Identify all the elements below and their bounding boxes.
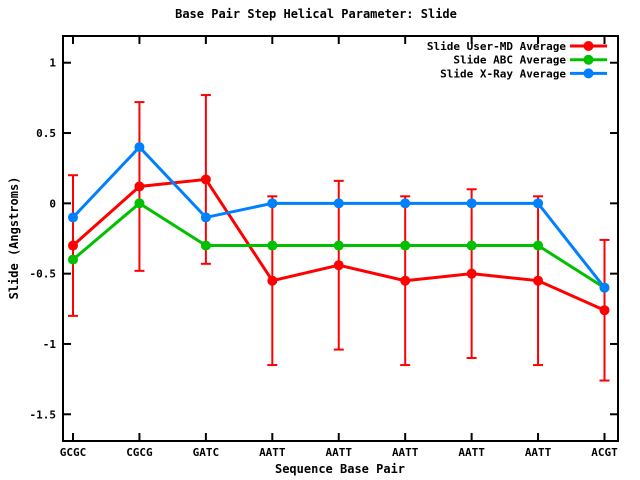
x-tick-label: AATT	[326, 446, 353, 459]
series-2	[68, 142, 610, 293]
data-point	[267, 198, 278, 209]
y-tick-label: 0	[49, 197, 56, 210]
data-point	[400, 198, 411, 209]
y-tick-label: 0.5	[36, 127, 56, 140]
error-bars	[68, 94, 610, 382]
data-point	[134, 181, 145, 192]
y-axis-label: Slide (Angstroms)	[7, 177, 21, 300]
x-tick-label: GATC	[193, 446, 220, 459]
data-point	[466, 198, 477, 209]
series-0	[68, 174, 610, 316]
data-point	[533, 240, 544, 251]
data-point	[333, 240, 344, 251]
y-tick-label: -0.5	[30, 268, 57, 281]
data-point	[599, 282, 610, 293]
data-point	[267, 275, 278, 286]
legend-entry: Slide ABC Average	[453, 54, 607, 67]
x-tick-label: ACGT	[591, 446, 618, 459]
legend-label: Slide User-MD Average	[427, 40, 566, 53]
data-point	[134, 198, 145, 209]
legend-label: Slide X-Ray Average	[440, 67, 566, 80]
x-axis-label: Sequence Base Pair	[275, 462, 405, 476]
legend-marker	[583, 54, 594, 65]
chart-title: Base Pair Step Helical Parameter: Slide	[175, 7, 457, 21]
data-point	[333, 198, 344, 209]
data-point	[68, 212, 78, 223]
data-point	[267, 240, 278, 251]
data-point	[533, 198, 544, 209]
data-point	[68, 240, 78, 251]
data-point	[68, 254, 78, 265]
plot-border	[62, 35, 619, 442]
x-tick-label: AATT	[458, 446, 485, 459]
data-point	[200, 240, 211, 251]
legend-entry: Slide X-Ray Average	[440, 67, 607, 80]
data-point	[533, 275, 544, 286]
data-point	[466, 240, 477, 251]
legend-marker	[583, 68, 594, 79]
plot-area: GCGC CGCG GATC AATT AATT AATT AATT AATT ACGT 1 0.5…	[30, 35, 619, 459]
data-point	[599, 305, 610, 316]
y-axis: 1 0.5 0 -0.5 -1 -1.5	[30, 57, 617, 421]
x-tick-label: CGCG	[126, 446, 153, 459]
legend-entry: Slide User-MD Average	[427, 40, 607, 53]
data-point	[200, 212, 211, 223]
x-tick-label: GCGC	[60, 446, 87, 459]
legend-label: Slide ABC Average	[453, 54, 566, 67]
data-point	[400, 240, 411, 251]
y-tick-label: -1	[43, 338, 57, 351]
x-tick-label: AATT	[525, 446, 552, 459]
y-tick-label: 1	[49, 57, 56, 70]
x-axis: GCGC CGCG GATC AATT AATT AATT AATT AATT ACGT	[60, 37, 618, 459]
data-point	[466, 268, 477, 279]
data-point	[200, 174, 211, 185]
legend-marker	[583, 41, 594, 51]
x-tick-label: AATT	[259, 446, 286, 459]
data-point	[333, 260, 344, 271]
data-point	[134, 142, 145, 153]
data-point	[400, 275, 411, 286]
x-tick-label: AATT	[392, 446, 419, 459]
y-tick-label: -1.5	[30, 408, 57, 421]
